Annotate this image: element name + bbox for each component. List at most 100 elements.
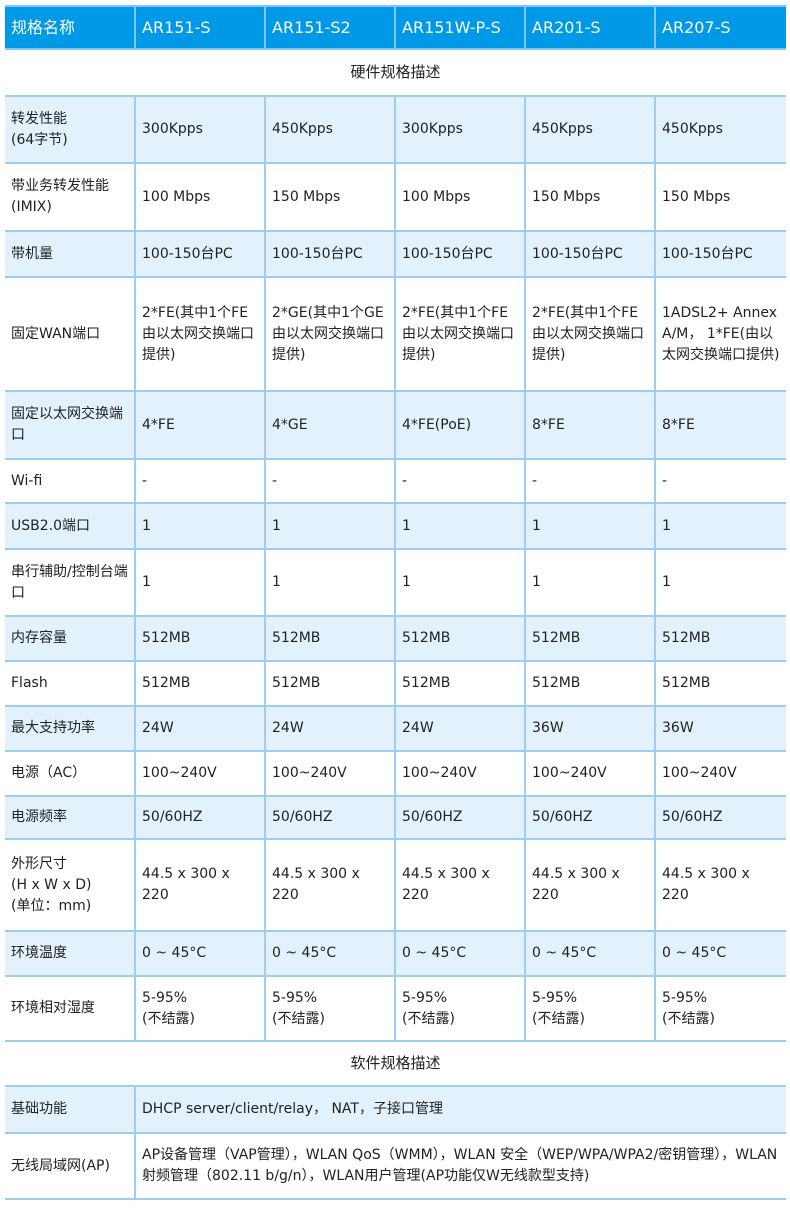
spec-value: 1 <box>134 548 266 617</box>
spec-value: 100~240V <box>394 750 526 797</box>
spec-row: 外形尺寸 (H x W x D) (单位：mm) 44.5 x 300 x 220… <box>5 838 786 932</box>
spec-value: 512MB <box>394 660 526 707</box>
spec-value: 50/60HZ <box>394 795 526 840</box>
row-label: 带业务转发性能 (IMIX) <box>5 162 136 232</box>
spec-value: 44.5 x 300 x 220 <box>394 838 526 932</box>
spec-value: 512MB <box>264 615 396 662</box>
spec-row: 固定以太网交换端口 4*FE 4*GE 4*FE(PoE) 8*FE 8*FE <box>5 390 786 460</box>
spec-value: 450Kpps <box>654 95 786 164</box>
row-label: 环境相对湿度 <box>5 975 136 1042</box>
spec-row: 电源频率 50/60HZ 50/60HZ 50/60HZ 50/60HZ 50/60HZ <box>5 795 786 840</box>
spec-value: 100-150台PC <box>134 230 266 278</box>
spec-value: 150 Mbps <box>524 162 656 232</box>
spec-value: 512MB <box>524 615 656 662</box>
spec-row: 内存容量 512MB 512MB 512MB 512MB 512MB <box>5 615 786 662</box>
spec-value: 50/60HZ <box>524 795 656 840</box>
spec-value: 0 ~ 45°C <box>264 930 396 977</box>
row-label: 转发性能 (64字节) <box>5 95 136 164</box>
row-label: 内存容量 <box>5 615 136 662</box>
spec-value: 4*FE <box>134 390 266 460</box>
spec-value: 2*FE(其中1个FE由以太网交换端口提供) <box>394 276 526 392</box>
spec-value: 1 <box>134 502 266 550</box>
spec-value: 1ADSL2+ Annex A/M， 1*FE(由以太网交换端口提供) <box>654 276 786 392</box>
spec-value: 44.5 x 300 x 220 <box>264 838 396 932</box>
spec-value: - <box>264 458 396 504</box>
spec-value: 100-150台PC <box>264 230 396 278</box>
spec-value: 1 <box>524 502 656 550</box>
spec-value: 1 <box>394 548 526 617</box>
spec-value: 0 ~ 45°C <box>134 930 266 977</box>
spec-value: - <box>654 458 786 504</box>
row-label: 环境温度 <box>5 930 136 977</box>
spec-value: 50/60HZ <box>134 795 266 840</box>
spec-row: 转发性能 (64字节) 300Kpps 450Kpps 300Kpps 450Kpps 4… <box>5 95 786 164</box>
row-label: 电源（AC） <box>5 750 136 797</box>
spec-value: 44.5 x 300 x 220 <box>134 838 266 932</box>
row-label: 串行辅助/控制台端口 <box>5 548 136 617</box>
row-label: 固定以太网交换端口 <box>5 390 136 460</box>
spec-table: 规格名称 AR151-S AR151-S2 AR151W-P-S AR201-S AR20… <box>5 5 786 1200</box>
spec-value: 300Kpps <box>134 95 266 164</box>
spec-value: 150 Mbps <box>264 162 396 232</box>
row-label: Wi-fi <box>5 458 136 504</box>
spec-value: 2*FE(其中1个FE由以太网交换端口提供) <box>134 276 266 392</box>
spec-row: USB2.0端口 1 1 1 1 1 <box>5 502 786 550</box>
spec-value: 1 <box>264 548 396 617</box>
spec-value: 450Kpps <box>524 95 656 164</box>
spec-row: 最大支持功率 24W 24W 24W 36W 36W <box>5 705 786 752</box>
spec-value: 100-150台PC <box>654 230 786 278</box>
section-title-row: 硬件规格描述 <box>5 49 786 96</box>
header-cell: AR151-S <box>134 5 266 50</box>
spec-value: 8*FE <box>654 390 786 460</box>
spec-value: 1 <box>654 502 786 550</box>
spec-row: 带机量 100-150台PC 100-150台PC 100-150台PC 100-150… <box>5 230 786 278</box>
spec-value: 1 <box>654 548 786 617</box>
spec-row: 电源（AC） 100~240V 100~240V 100~240V 100~240V 10… <box>5 750 786 797</box>
spec-value: 44.5 x 300 x 220 <box>654 838 786 932</box>
spec-value: 512MB <box>654 660 786 707</box>
spec-value: 300Kpps <box>394 95 526 164</box>
spec-value: 5-95% (不结露) <box>524 975 656 1042</box>
spec-value: 150 Mbps <box>654 162 786 232</box>
section-title: 软件规格描述 <box>5 1041 786 1086</box>
software-value: AP设备管理（VAP管理），WLAN QoS（WMM），WLAN 安全（WEP/… <box>134 1132 786 1200</box>
spec-value: 512MB <box>394 615 526 662</box>
spec-value: 8*FE <box>524 390 656 460</box>
spec-value: 1 <box>394 502 526 550</box>
spec-value: 0 ~ 45°C <box>394 930 526 977</box>
spec-value: 2*FE(其中1个FE由以太网交换端口提供) <box>524 276 656 392</box>
spec-value: 0 ~ 45°C <box>654 930 786 977</box>
row-label: 电源频率 <box>5 795 136 840</box>
spec-row: 固定WAN端口 2*FE(其中1个FE由以太网交换端口提供) 2*GE(其中1个GE… <box>5 276 786 392</box>
spec-value: 36W <box>654 705 786 752</box>
spec-row: 环境温度 0 ~ 45°C 0 ~ 45°C 0 ~ 45°C 0 ~ 45°C 0 ~ … <box>5 930 786 977</box>
header-row: 规格名称 AR151-S AR151-S2 AR151W-P-S AR201-S AR20… <box>5 5 786 50</box>
spec-value: 5-95% (不结露) <box>264 975 396 1042</box>
spec-value: 36W <box>524 705 656 752</box>
spec-value: - <box>134 458 266 504</box>
spec-row: Flash 512MB 512MB 512MB 512MB 512MB <box>5 660 786 707</box>
spec-value: 100~240V <box>654 750 786 797</box>
spec-value: 512MB <box>524 660 656 707</box>
spec-value: 100~240V <box>134 750 266 797</box>
spec-value: 100~240V <box>264 750 396 797</box>
spec-row: Wi-fi - - - - - <box>5 458 786 504</box>
spec-value: 512MB <box>654 615 786 662</box>
spec-value: 100 Mbps <box>394 162 526 232</box>
spec-row: 串行辅助/控制台端口 1 1 1 1 1 <box>5 548 786 617</box>
spec-value: 50/60HZ <box>654 795 786 840</box>
row-label: 基础功能 <box>5 1085 136 1134</box>
row-label: 固定WAN端口 <box>5 276 136 392</box>
row-label: Flash <box>5 660 136 707</box>
spec-value: 24W <box>264 705 396 752</box>
spec-value: 50/60HZ <box>264 795 396 840</box>
header-cell: AR151W-P-S <box>394 5 526 50</box>
spec-value: 5-95% (不结露) <box>394 975 526 1042</box>
spec-row: 带业务转发性能 (IMIX) 100 Mbps 150 Mbps 100 Mbps 15… <box>5 162 786 232</box>
header-cell: AR201-S <box>524 5 656 50</box>
software-value: DHCP server/client/relay， NAT，子接口管理 <box>134 1085 786 1134</box>
row-label: 无线局域网(AP) <box>5 1132 136 1200</box>
spec-value: 100-150台PC <box>524 230 656 278</box>
spec-value: 24W <box>394 705 526 752</box>
row-label: 带机量 <box>5 230 136 278</box>
